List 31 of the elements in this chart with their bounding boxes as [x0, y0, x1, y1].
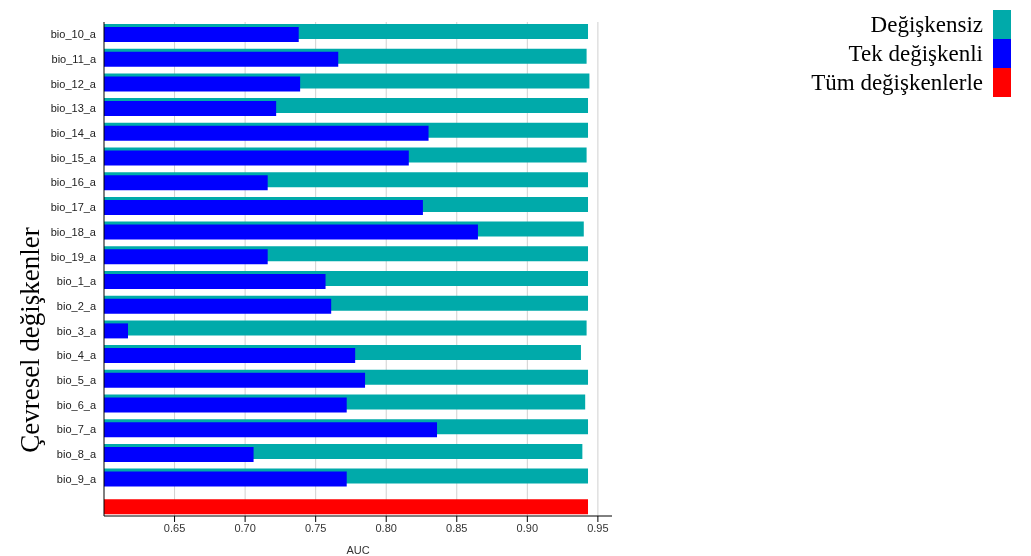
y-tick-label: bio_19_a — [50, 250, 97, 263]
y-tick-label: bio_17_a — [50, 201, 97, 214]
x-tick-label: 0.65 — [163, 521, 186, 534]
y-axis-title: Çevresel değişkenler — [14, 227, 46, 453]
x-tick-label: 0.85 — [446, 521, 468, 534]
y-tick-label: bio_3_a — [56, 324, 97, 337]
y-tick-label: bio_12_a — [50, 77, 97, 90]
y-tick-label: bio_15_a — [50, 151, 97, 164]
y-tick-label: bio_1_a — [56, 275, 97, 288]
legend-label: Tek değişkenli — [848, 40, 983, 68]
y-tick-label: bio_9_a — [56, 472, 97, 485]
y-tick-label: bio_4_a — [56, 349, 97, 362]
y-tick-label: bio_6_a — [56, 398, 97, 411]
x-tick-label: 0.70 — [234, 521, 256, 534]
x-tick-label: 0.90 — [516, 521, 539, 534]
y-tick-label: bio_5_a — [56, 374, 97, 387]
x-tick-label: 0.75 — [304, 521, 327, 534]
y-tick-label: bio_18_a — [50, 225, 97, 238]
x-tick-label: 0.80 — [375, 521, 397, 534]
legend-label: Tüm değişkenlerle — [811, 69, 983, 97]
y-tick-label: bio_2_a — [56, 299, 97, 312]
y-tick-label: bio_7_a — [56, 423, 97, 436]
legend-label: Değişkensiz — [870, 11, 983, 39]
y-tick-label: bio_16_a — [50, 176, 97, 189]
y-tick-label: bio_8_a — [56, 448, 97, 461]
x-tick-label: 0.95 — [587, 521, 609, 534]
y-tick-label: bio_13_a — [50, 102, 97, 115]
y-tick-label: bio_10_a — [50, 28, 97, 41]
y-tick-label: bio_11_a — [51, 52, 97, 65]
x-axis-title: AUC — [346, 544, 370, 556]
y-tick-label: bio_14_a — [50, 127, 97, 140]
